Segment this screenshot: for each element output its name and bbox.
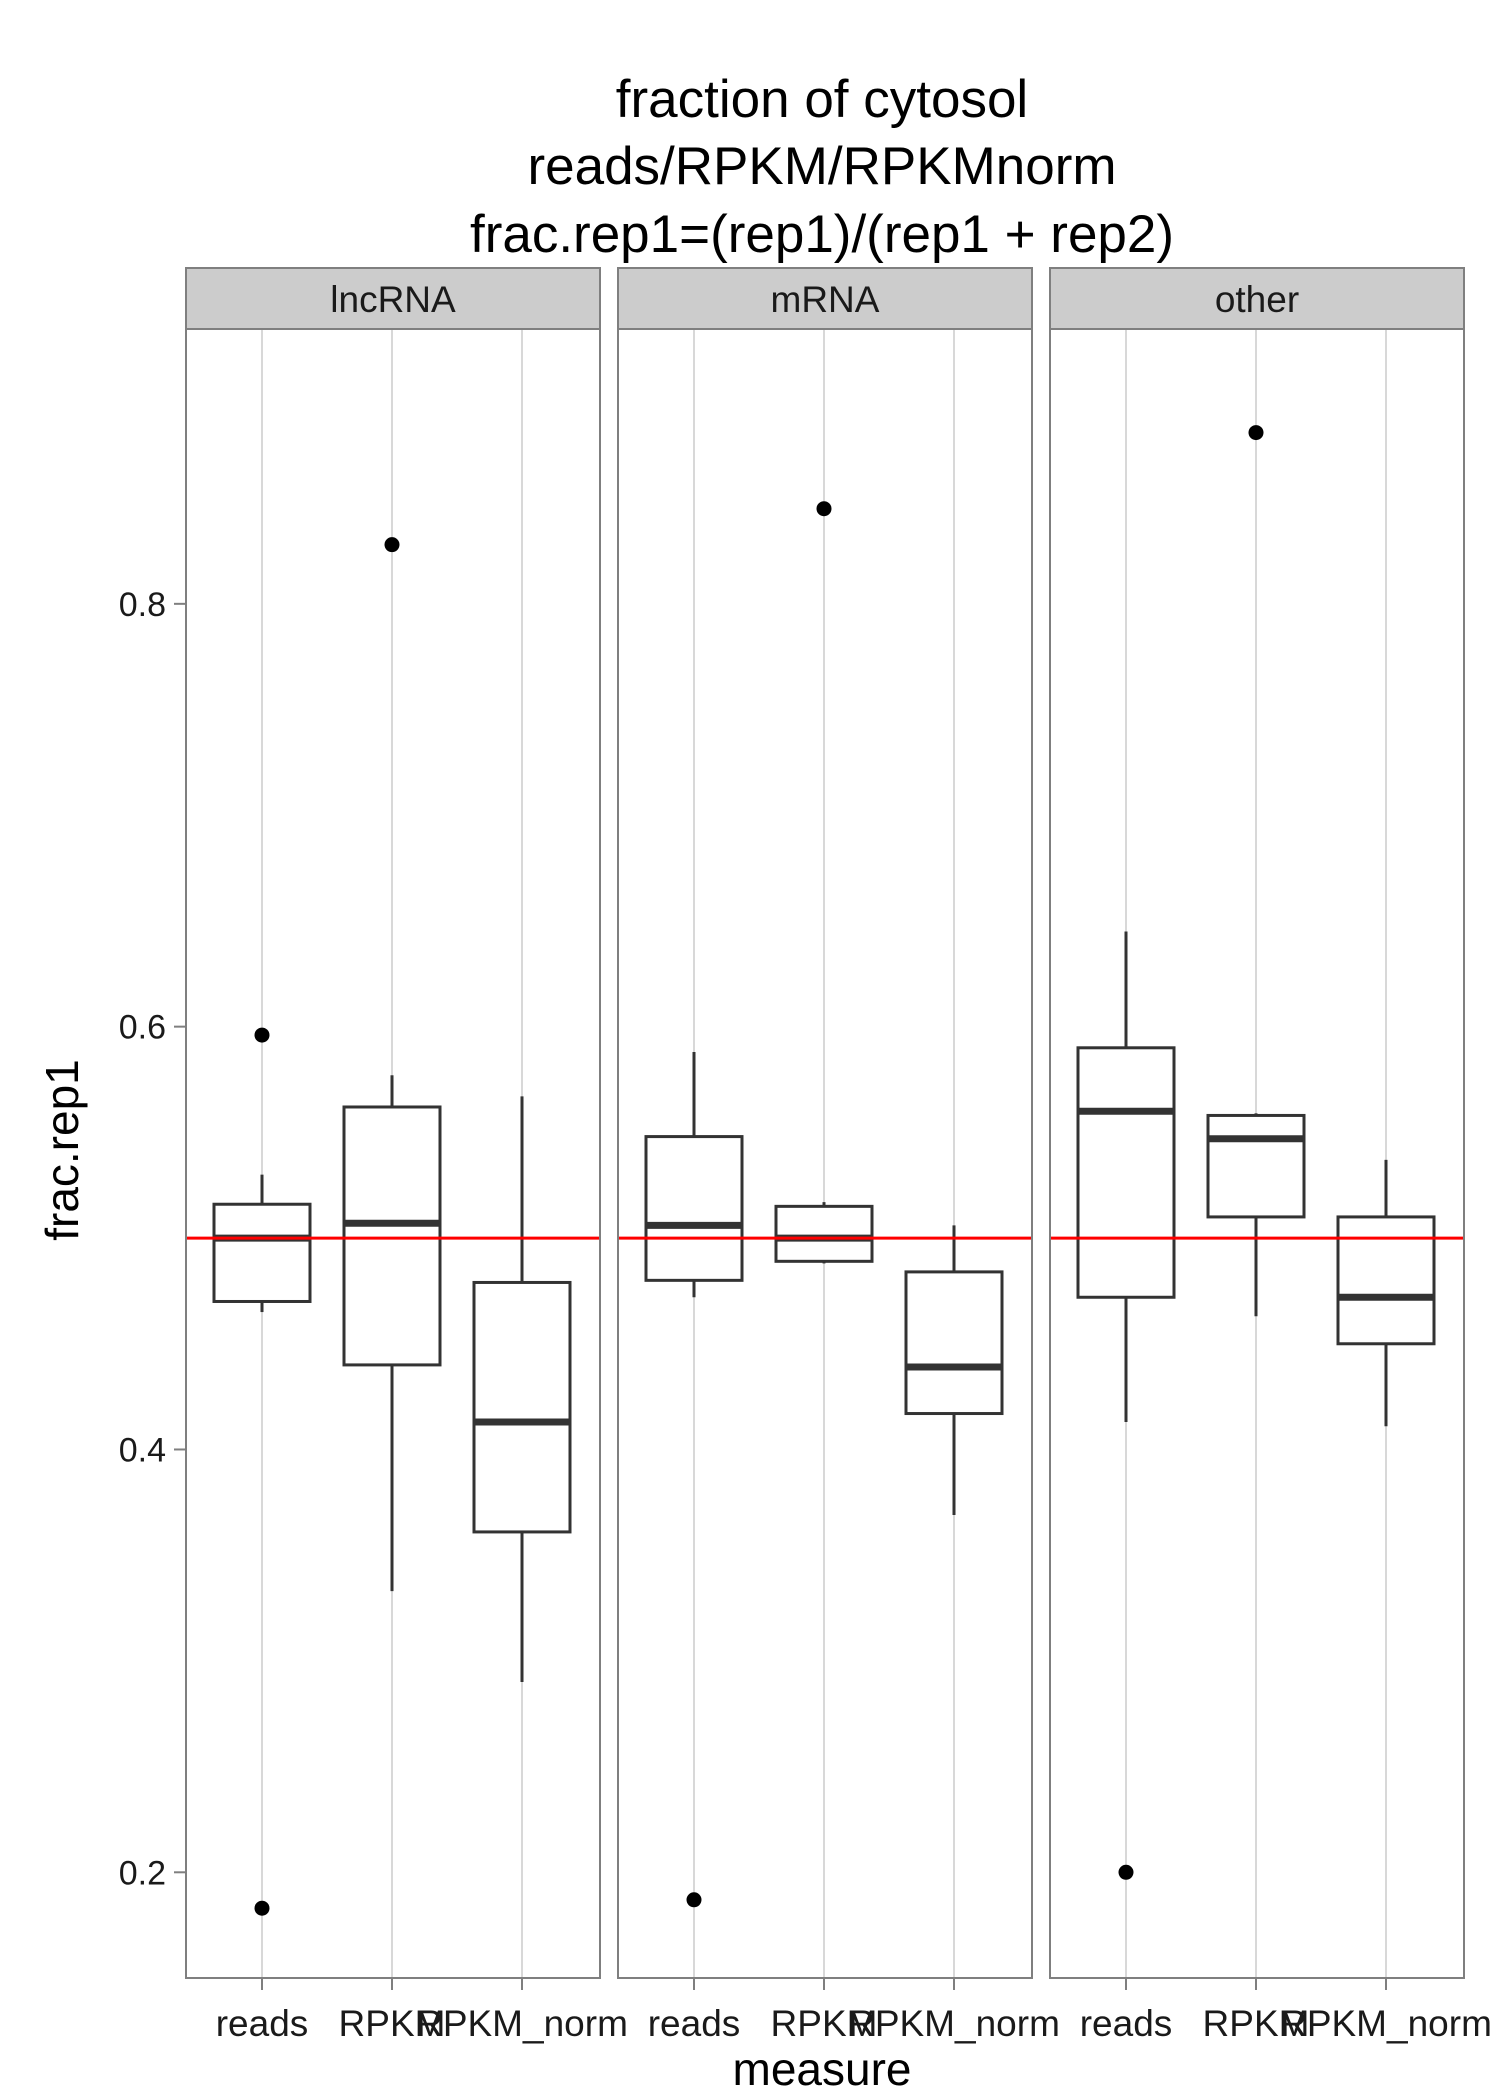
outlier-point (1248, 425, 1264, 441)
y-tick-label: 0.6 (119, 1009, 166, 1047)
box-body (1206, 1113, 1306, 1219)
box-body (472, 1280, 572, 1534)
x-tick-label: reads (648, 2003, 741, 2044)
x-tick-label: RPKM_norm (416, 2003, 628, 2044)
box-body (1336, 1215, 1436, 1346)
box-body (1076, 1046, 1176, 1299)
y-tick-label: 0.2 (119, 1854, 166, 1892)
x-tick-label: RPKM (771, 2003, 878, 2044)
box-body (644, 1135, 744, 1282)
x-tick-label: RPKM_norm (1280, 2003, 1492, 2044)
box-RPKM (1206, 425, 1306, 1317)
box-body (904, 1270, 1004, 1416)
box-body (342, 1105, 442, 1367)
facet-strip (617, 267, 1033, 330)
x-tick-label: reads (216, 2003, 309, 2044)
outlier-point (384, 537, 400, 553)
facet-strip-label: lncRNA (330, 279, 456, 320)
facet-strip (185, 267, 601, 330)
outlier-point (816, 501, 832, 517)
x-tick-label: RPKM_norm (848, 2003, 1060, 2044)
box-reads (1076, 931, 1176, 1880)
chart-title-line: reads/RPKM/RPKMnorm (527, 137, 1116, 196)
box-reads (644, 1052, 744, 1908)
box-body (212, 1202, 312, 1303)
x-tick-label: reads (1080, 2003, 1173, 2044)
y-axis-title: frac.rep1 (36, 1059, 88, 1241)
chart-title-line: frac.rep1=(rep1)/(rep1 + rep2) (470, 205, 1174, 264)
box-RPKM_norm (472, 1096, 572, 1683)
x-tick-label: RPKM (1203, 2003, 1310, 2044)
facet-strip (1049, 267, 1465, 330)
chart-title-line: fraction of cytosol (616, 70, 1028, 129)
box-RPKM_norm (904, 1225, 1004, 1516)
y-tick-label: 0.4 (119, 1431, 166, 1469)
facet-strip-label: mRNA (771, 279, 880, 320)
box-body (774, 1204, 874, 1263)
outlier-point (254, 1027, 270, 1043)
box-RPKM (342, 537, 442, 1592)
x-tick-label: RPKM (339, 2003, 446, 2044)
x-axis-title: measure (733, 2043, 912, 2095)
outlier-point (254, 1900, 270, 1916)
outlier-point (686, 1892, 702, 1908)
y-axis: 0.2 0.4 0.6 0.8 (119, 586, 186, 1892)
facet-strip-label: other (1215, 279, 1299, 320)
outlier-point (1118, 1864, 1134, 1880)
chart-title: fraction of cytosol reads/RPKM/RPKMnorm fr… (470, 70, 1174, 264)
y-tick-label: 0.8 (119, 586, 166, 624)
